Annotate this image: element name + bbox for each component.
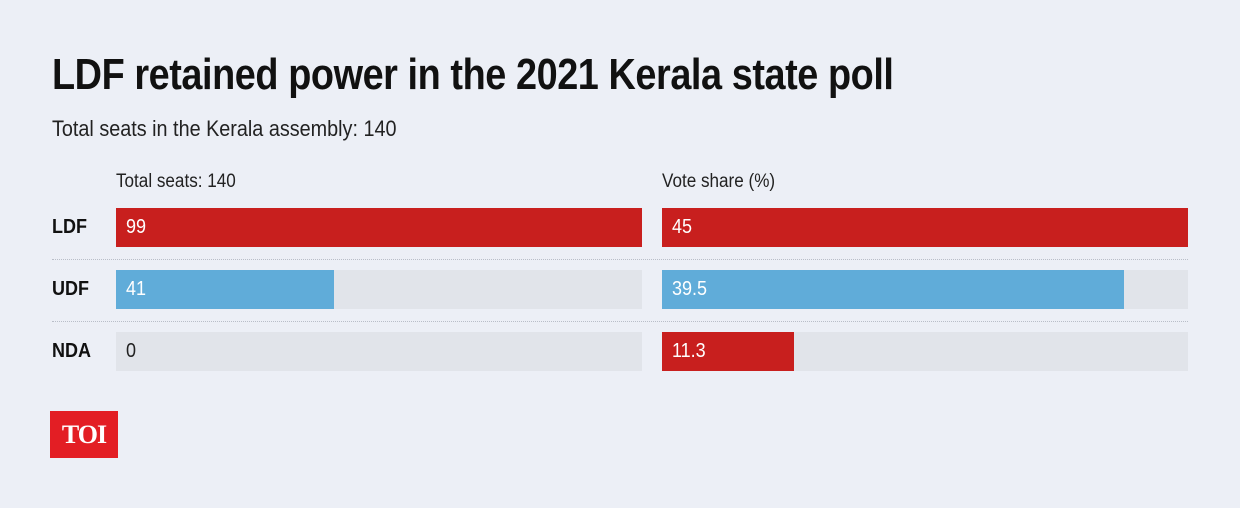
bar-ldf (116, 208, 642, 247)
bar-udf (662, 270, 1124, 309)
row-label-ldf: LDF (52, 216, 88, 238)
chart-title: LDF retained power in the 2021 Kerala st… (52, 50, 894, 99)
bar-track: 11.3 (662, 332, 1188, 371)
data-label: 45 (672, 216, 693, 238)
data-label: 0 (126, 340, 137, 362)
panel-title: Total seats: 140 (116, 171, 236, 192)
data-label: 99 (126, 216, 147, 238)
row-label-nda: NDA (52, 340, 92, 362)
data-label: 41 (126, 278, 147, 300)
toi-logo: TOI (50, 411, 118, 458)
chart-subtitle: Total seats in the Kerala assembly: 140 (52, 116, 397, 141)
row-separator (52, 321, 1188, 322)
bar-ldf (662, 208, 1188, 247)
bar-track: 0 (116, 332, 642, 371)
bar-nda (662, 332, 795, 371)
bar-track: 41 (116, 270, 642, 309)
data-label: 39.5 (672, 278, 708, 300)
row-separator (52, 259, 1188, 260)
data-label: 11.3 (672, 340, 706, 362)
bar-udf (116, 270, 334, 309)
panel-title: Vote share (%) (662, 171, 776, 192)
bar-track: 99 (116, 208, 642, 247)
row-label-udf: UDF (52, 278, 89, 300)
bar-track: 45 (662, 208, 1188, 247)
bar-track: 39.5 (662, 270, 1188, 309)
